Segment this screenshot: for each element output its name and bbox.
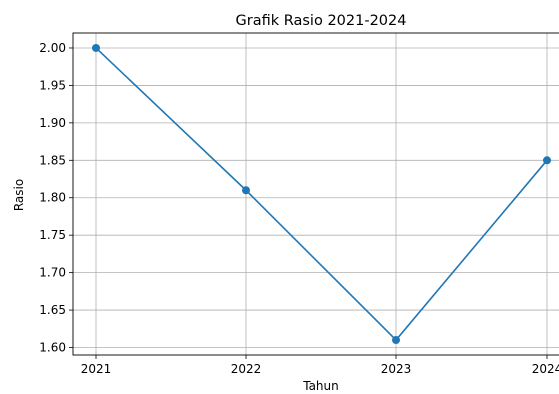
y-tick-label: 1.75 (39, 228, 66, 242)
plot-border (72, 32, 559, 356)
series-line-group (92, 43, 551, 345)
series-line (95, 47, 548, 342)
x-tick-label: 2024 (532, 362, 559, 376)
y-tick-label: 1.70 (39, 266, 66, 280)
data-point (242, 186, 250, 195)
data-point (543, 156, 551, 165)
data-point (392, 336, 400, 345)
grid (73, 33, 559, 355)
y-tick-label: 1.95 (39, 78, 66, 92)
y-axis-label: Rasio (12, 179, 26, 211)
data-point (92, 43, 100, 52)
x-axis-label: Tahun (302, 379, 339, 393)
chart-title: Grafik Rasio 2021-2024 (236, 13, 407, 29)
y-tick-label: 1.60 (39, 341, 66, 355)
x-tick-label: 2023 (381, 362, 412, 376)
x-tick-label: 2022 (231, 362, 262, 376)
y-tick-label: 2.00 (39, 41, 66, 55)
y-tick-label: 1.85 (39, 153, 66, 167)
y-tick-label: 1.80 (39, 191, 66, 205)
x-tick-label: 2021 (81, 362, 112, 376)
y-tick-label: 1.90 (39, 116, 66, 130)
x-axis-ticks: 2021 2022 2023 2024 (81, 355, 559, 376)
y-axis-ticks: 1.60 1.65 1.70 1.75 1.80 1.85 1.90 1.95 2.00 (39, 41, 73, 355)
plot-frame (72, 32, 559, 356)
y-tick-label: 1.65 (39, 303, 66, 317)
